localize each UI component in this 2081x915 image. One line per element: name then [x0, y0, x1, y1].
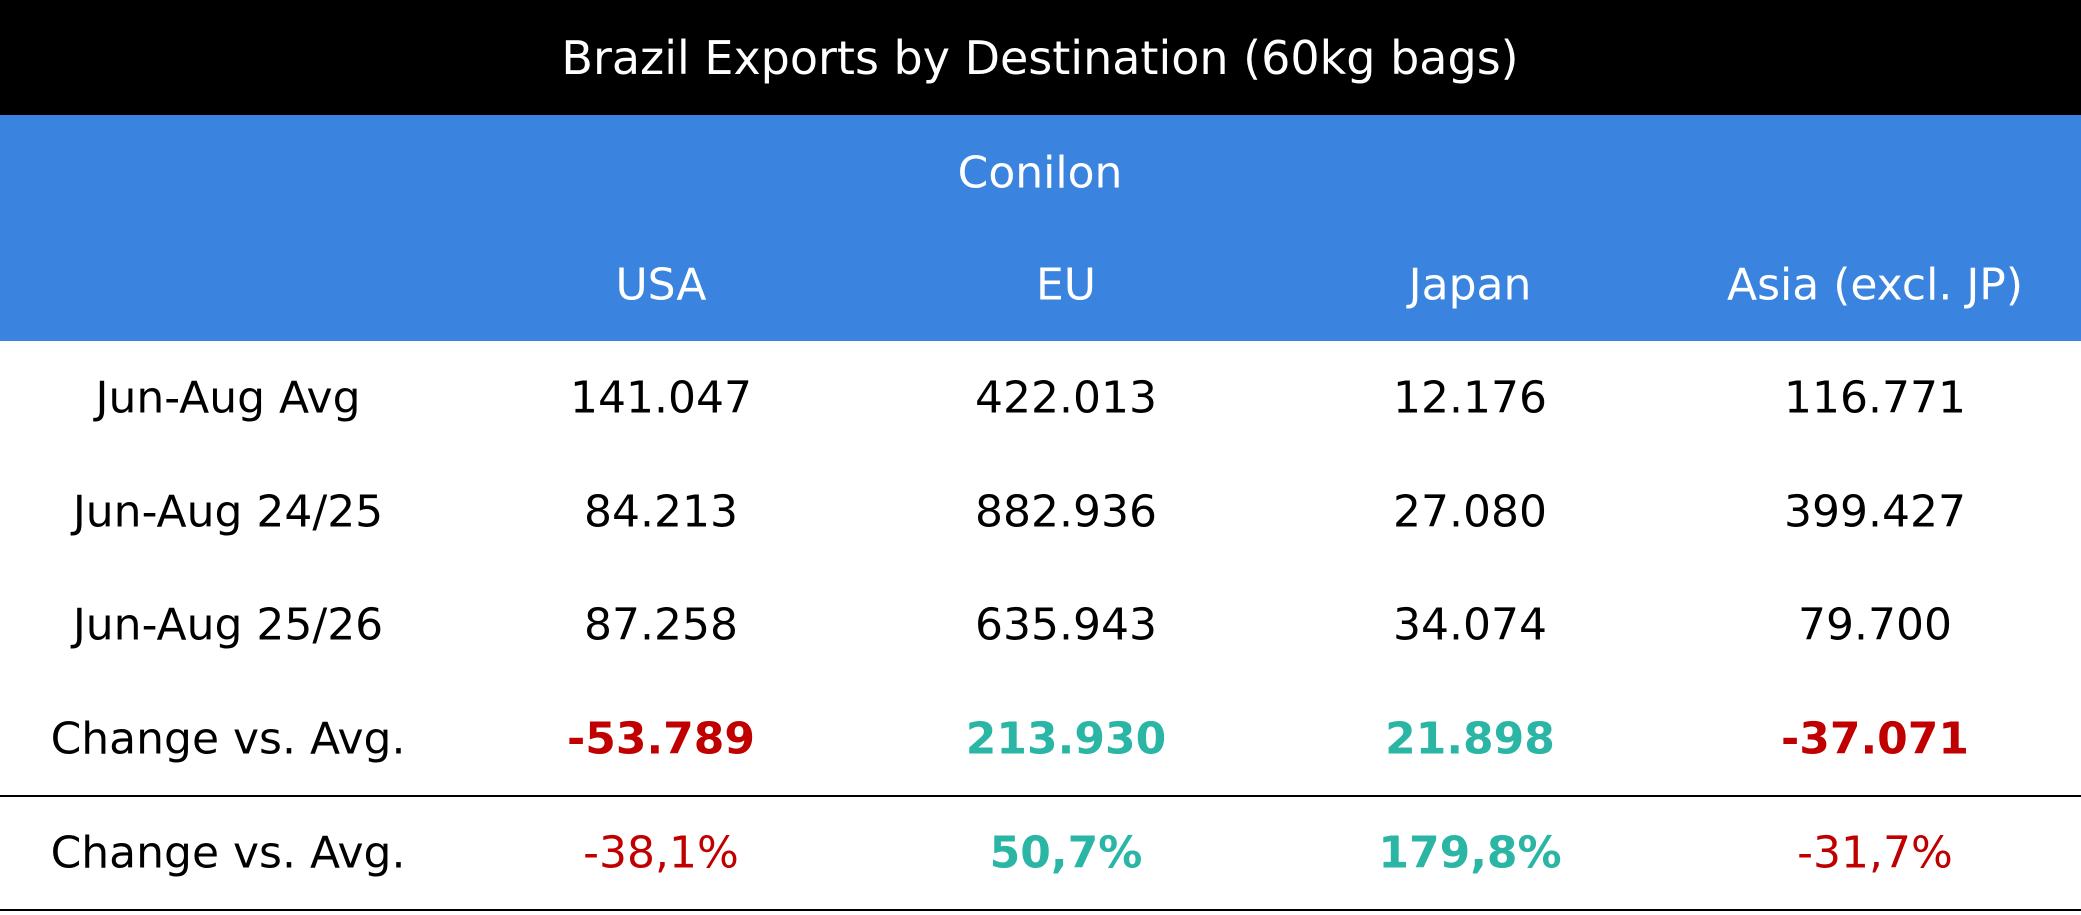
row-label: Change vs. Avg.	[50, 713, 406, 765]
cell: -38,1%	[583, 827, 739, 879]
row-label: Jun-Aug 24/25	[72, 486, 384, 538]
cell: 27.080	[1393, 486, 1547, 538]
table-title: Brazil Exports by Destination (60kg bags…	[561, 31, 1519, 85]
column-header: Japan	[1408, 259, 1532, 311]
cell: 34.074	[1393, 599, 1547, 651]
header-band	[0, 115, 2081, 341]
column-header: EU	[1035, 259, 1097, 311]
column-header: Asia (excl. JP)	[1727, 259, 2023, 311]
cell: 882.936	[975, 486, 1157, 538]
cell: 79.700	[1798, 599, 1952, 651]
group-header: Conilon	[957, 147, 1123, 199]
cell: 12.176	[1393, 372, 1547, 424]
cell: 422.013	[975, 372, 1157, 424]
cell: -31,7%	[1797, 827, 1953, 879]
row-label: Jun-Aug 25/26	[72, 599, 384, 651]
cell: 213.930	[965, 713, 1167, 765]
cell: 399.427	[1784, 486, 1966, 538]
cell: 87.258	[584, 599, 738, 651]
divider	[0, 795, 2081, 797]
row-label: Change vs. Avg.	[50, 827, 406, 879]
cell: 84.213	[584, 486, 738, 538]
title-bar	[0, 0, 2081, 115]
cell: 21.898	[1385, 713, 1555, 765]
bottom-rule	[0, 909, 2081, 911]
cell: -53.789	[566, 713, 756, 765]
cell: 635.943	[975, 599, 1157, 651]
cell: -37.071	[1780, 713, 1970, 765]
cell: 50,7%	[989, 827, 1143, 879]
cell: 179,8%	[1378, 827, 1562, 879]
cell: 141.047	[570, 372, 752, 424]
column-header: USA	[615, 259, 707, 311]
cell: 116.771	[1784, 372, 1966, 424]
row-label: Jun-Aug Avg	[95, 372, 361, 424]
